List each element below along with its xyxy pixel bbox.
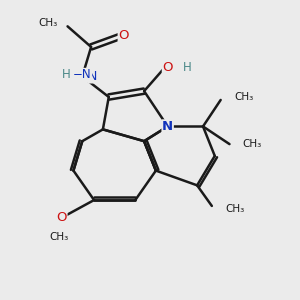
Text: N: N <box>88 70 97 83</box>
Text: CH₃: CH₃ <box>234 92 253 102</box>
Text: N: N <box>162 120 173 133</box>
Text: CH₃: CH₃ <box>243 139 262 149</box>
Text: H: H <box>62 68 70 81</box>
Text: H: H <box>74 70 82 83</box>
Text: CH₃: CH₃ <box>38 18 57 28</box>
Text: −N: −N <box>73 68 92 81</box>
Text: O: O <box>162 61 173 74</box>
Text: CH₃: CH₃ <box>225 204 244 214</box>
Text: CH₃: CH₃ <box>49 232 68 242</box>
Text: O: O <box>56 211 67 224</box>
Text: H: H <box>182 61 191 74</box>
Text: O: O <box>118 29 129 42</box>
